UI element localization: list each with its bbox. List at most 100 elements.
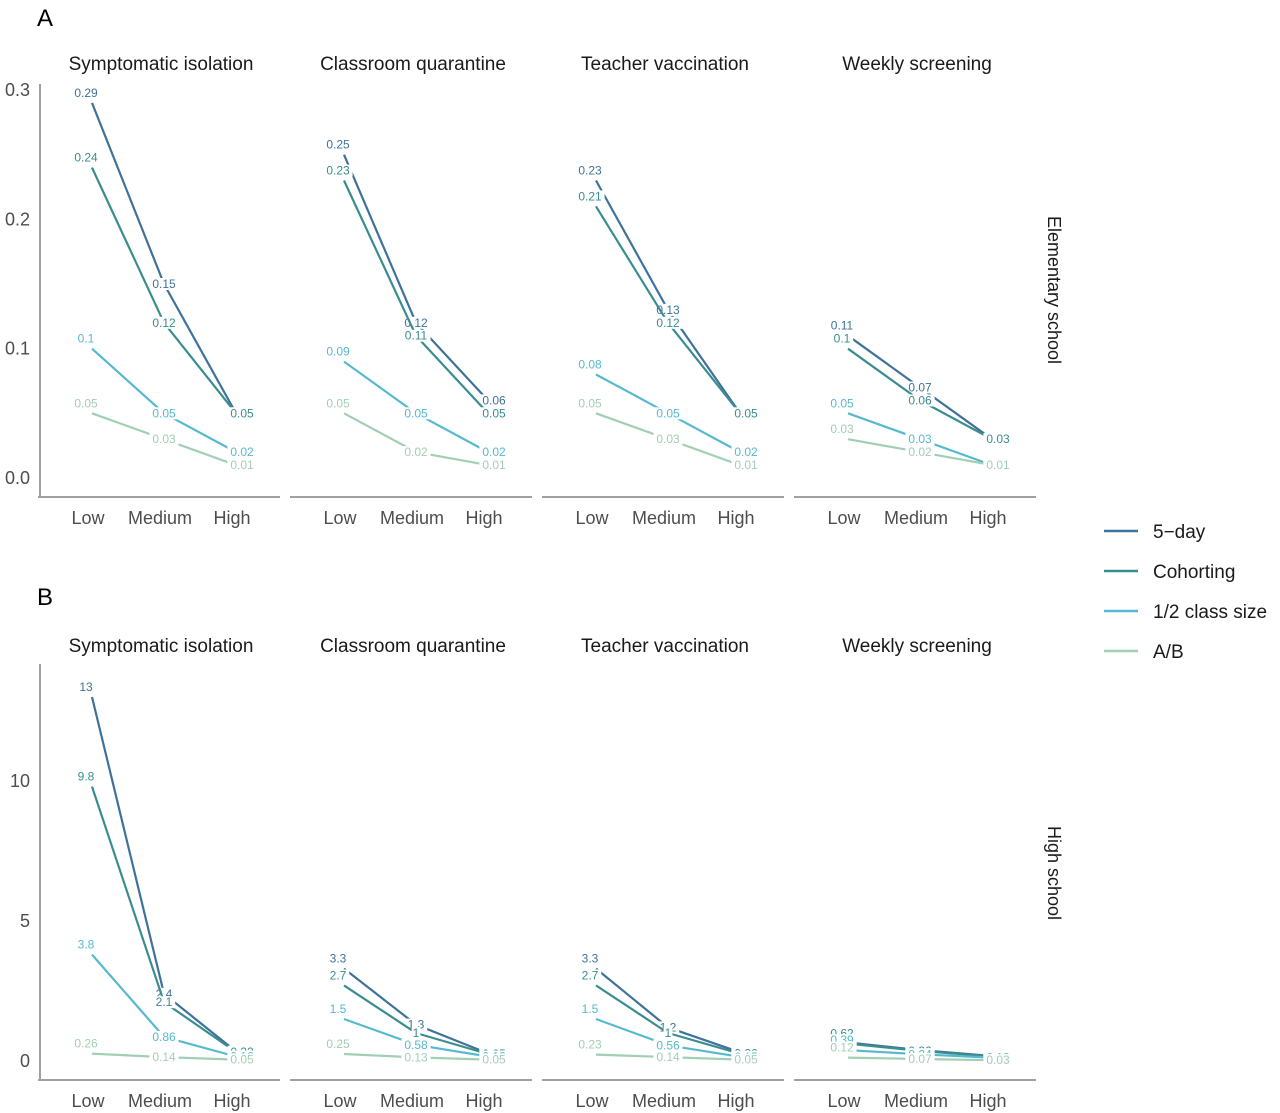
data-label: 13 [79, 680, 93, 694]
data-label-bg [827, 1041, 857, 1054]
data-label: 0.56 [656, 1038, 680, 1052]
data-label-bg [905, 394, 935, 407]
y-tick-label: 0.1 [5, 339, 30, 359]
data-label-bg [326, 952, 350, 965]
data-label-bg [575, 1038, 605, 1051]
data-label: 0.01 [734, 458, 758, 472]
data-label-bg [983, 1054, 1013, 1067]
data-label-bg [479, 459, 509, 472]
facet-classroom-quarantine: Classroom quarantine Low Medium High 0.25 0.1… [290, 54, 532, 528]
data-label: 0.23 [326, 164, 350, 178]
strip-label: High school [1044, 826, 1064, 920]
data-label: 0.03 [986, 1053, 1010, 1067]
y-tick-label: 5 [20, 911, 30, 931]
data-label-bg [575, 190, 605, 203]
legend-label: 1/2 class size [1153, 602, 1267, 623]
panels: A 0.0 0.1 0.2 0.3 Elementary school Symptomati… [5, 5, 1064, 1111]
data-label-bg [323, 164, 353, 177]
data-label-bg [401, 1051, 431, 1064]
data-label: 2.7 [330, 968, 347, 982]
legend-label: 5−day [1153, 522, 1206, 543]
facet-symptomatic-isolation: Symptomatic isolationLowMediumHigh132.40… [38, 636, 280, 1111]
data-label-bg [323, 345, 353, 358]
data-label: 2.7 [582, 968, 599, 982]
data-label-bg [71, 86, 101, 99]
data-label: 0.03 [986, 432, 1010, 446]
data-label: 0.02 [482, 445, 506, 459]
data-label-bg [78, 681, 94, 693]
data-label-bg [731, 1053, 761, 1066]
facet-title: Weekly screening [842, 636, 992, 657]
data-label-bg [830, 332, 854, 345]
series-line-5-day [342, 154, 489, 402]
panel-b: B 0 5 10 High school Symptomatic isolation Low… [10, 584, 1064, 1111]
facet-title: Symptomatic isolation [69, 54, 254, 75]
strip-label: Elementary school [1044, 216, 1064, 364]
facet-title: Classroom quarantine [320, 54, 506, 75]
data-label-bg [575, 164, 605, 177]
y-tick-label: 0.0 [5, 468, 30, 488]
data-label-bg [401, 446, 431, 459]
x-tick-label: High [969, 1091, 1006, 1111]
data-label: 3.3 [582, 952, 599, 966]
data-label: 0.12 [656, 316, 680, 330]
data-label-bg [401, 1038, 431, 1051]
data-label: 0.25 [326, 1037, 350, 1051]
data-label: 0.26 [74, 1037, 98, 1051]
data-label-bg [479, 394, 509, 407]
data-label: 0.12 [404, 316, 428, 330]
series-line-5-day [595, 179, 741, 414]
data-label-bg [74, 938, 98, 951]
data-label: 0.03 [830, 422, 854, 436]
data-label: 2.1 [156, 995, 173, 1009]
facet-weekly-screening: Weekly screeningLowMediumHigh0.660.390.1… [794, 636, 1036, 1111]
x-tick-label: Medium [380, 508, 444, 528]
data-label: 0.01 [230, 458, 254, 472]
data-label-bg [411, 1027, 421, 1039]
data-label: 0.08 [578, 358, 602, 372]
data-label-bg [983, 459, 1013, 472]
data-label-bg [404, 1018, 428, 1031]
data-label: 0.05 [578, 396, 602, 410]
x-tick-label: Medium [632, 508, 696, 528]
data-label-bg [653, 1039, 683, 1052]
data-label: 0.01 [482, 458, 506, 472]
facet-title: Symptomatic isolation [69, 636, 254, 657]
data-label: 0.02 [404, 445, 428, 459]
data-label-bg [149, 433, 179, 446]
data-label-bg [479, 446, 509, 459]
data-label-bg [71, 397, 101, 410]
data-label: 0.02 [734, 445, 758, 459]
data-label: 0.05 [74, 396, 98, 410]
data-label: 9.8 [78, 770, 95, 784]
data-label-bg [227, 459, 257, 472]
data-label-bg [731, 446, 761, 459]
data-label: 0.06 [908, 393, 932, 407]
x-tick-label: High [717, 508, 754, 528]
legend-item-5-day: 5−day [1104, 522, 1206, 543]
data-label: 0.12 [152, 316, 176, 330]
facet-symptomatic-isolation: Symptomatic isolation Low Medium High 0.29 0.… [38, 54, 280, 528]
series-line-cohorting [90, 786, 237, 1053]
y-tick-label: 0 [20, 1051, 30, 1071]
data-label: 0.05 [152, 406, 176, 420]
data-label: 0.09 [326, 345, 350, 359]
facet-classroom-quarantine: Classroom quarantineLowMediumHigh3.31.30… [290, 636, 532, 1111]
x-tick-label: Low [323, 1091, 357, 1111]
data-label-bg [149, 278, 179, 290]
data-label: 0.03 [656, 432, 680, 446]
data-label: 0.05 [656, 406, 680, 420]
x-tick-label: Low [71, 508, 105, 528]
data-label: 0.07 [908, 380, 932, 394]
data-label: 1.5 [330, 1002, 347, 1016]
data-label-bg [983, 433, 1013, 446]
data-label: 0.21 [578, 189, 602, 203]
data-label: 0.05 [482, 406, 506, 420]
x-tick-label: Low [71, 1091, 105, 1111]
data-label-bg [227, 446, 257, 459]
data-label: 0.12 [830, 1041, 854, 1055]
x-tick-label: Low [323, 508, 357, 528]
data-label: 0.03 [908, 432, 932, 446]
facet-title: Weekly screening [842, 54, 992, 75]
